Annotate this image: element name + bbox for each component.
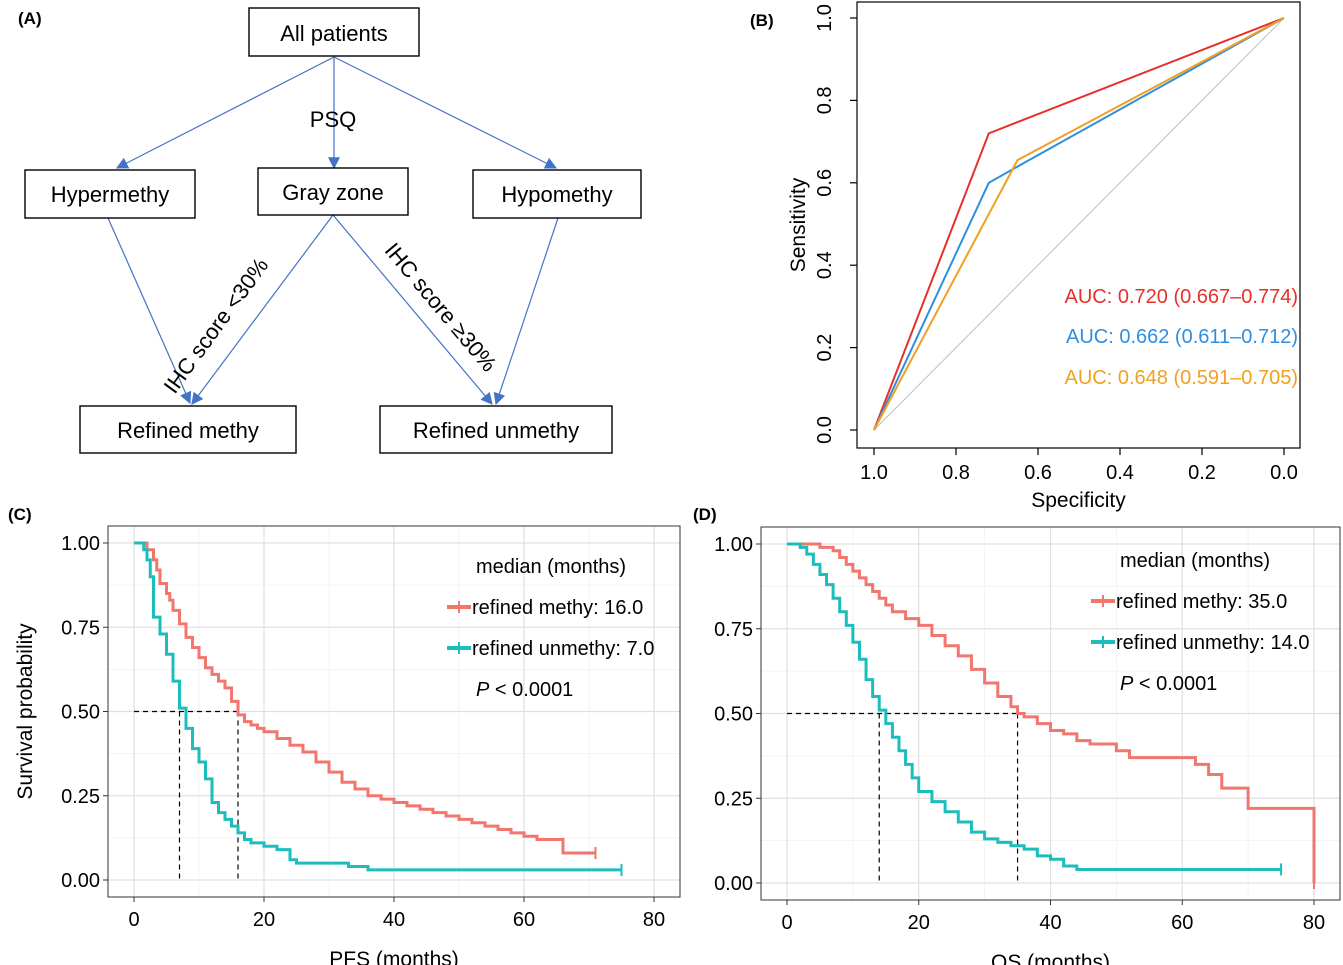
panel-label-d: (D) xyxy=(693,505,717,524)
km-pfs-chart: 0 20 40 60 80 0.00 0.25 0.50 0.75 1.00 median (mon… xyxy=(14,525,681,965)
km-y-axis-title: Survival probability xyxy=(14,623,37,800)
km-y-tick-label: 0.00 xyxy=(61,870,100,892)
box-gray-zone-label: Gray zone xyxy=(282,180,384,205)
roc-x-tick-label: 1.0 xyxy=(860,462,888,484)
km-p-symbol: P xyxy=(1120,673,1134,695)
edge-gray-refined-unmethy xyxy=(332,214,493,405)
roc-y-tick-label: 0.4 xyxy=(814,251,836,279)
km-y-tick-label: 1.00 xyxy=(61,533,100,555)
km-y-tick-label: 0.00 xyxy=(714,873,753,895)
ihc-high-label: IHC score ≥30% xyxy=(380,238,502,377)
edge-hypo-refined-unmethy xyxy=(493,217,559,406)
km-curve-2 xyxy=(134,541,622,872)
psq-label: PSQ xyxy=(310,107,356,132)
km-y-tick-label: 0.75 xyxy=(714,619,753,641)
km-x-axis-title: OS (months) xyxy=(991,951,1110,965)
km-p-value: P < 0.0001 xyxy=(1120,673,1217,695)
roc-auc-label-3: AUC: 0.648 (0.591–0.705) xyxy=(1065,367,1299,389)
box-hypomethy xyxy=(472,169,642,219)
roc-x-tick-label: 0.2 xyxy=(1188,462,1216,484)
panel-label-c: (C) xyxy=(8,505,32,524)
roc-auc-label-2: AUC: 0.662 (0.611–0.712) xyxy=(1066,326,1298,348)
box-hypermethy xyxy=(24,169,196,219)
edge-root-hyper xyxy=(115,56,335,169)
roc-curve-1 xyxy=(873,17,1285,431)
km-legend-title: median (months) xyxy=(1120,550,1270,572)
km-y-tick-label: 0.25 xyxy=(61,786,100,808)
box-all-patients-label: All patients xyxy=(280,21,388,46)
roc-y-tick-label: 0.2 xyxy=(814,334,836,362)
panel-label-a: (A) xyxy=(18,9,42,28)
km-x-tick-label: 60 xyxy=(513,909,535,931)
km-x-tick-label: 60 xyxy=(1171,912,1193,934)
panel-label-b: (B) xyxy=(750,11,774,30)
km-x-tick-label: 0 xyxy=(781,912,792,934)
km-p-symbol: P xyxy=(476,679,490,701)
ihc-low-label: IHC score <30% xyxy=(159,253,274,398)
km-frame xyxy=(107,525,681,898)
roc-frame xyxy=(856,1,1301,449)
km-legend-label: refined methy: 35.0 xyxy=(1116,591,1287,613)
km-legend-label: refined unmethy: 14.0 xyxy=(1116,632,1309,654)
roc-curve-3 xyxy=(873,17,1285,431)
km-curve-2 xyxy=(787,542,1282,871)
km-legend-label: refined methy: 16.0 xyxy=(472,597,643,619)
km-p-text: < 0.0001 xyxy=(489,679,573,701)
edge-root-hypo xyxy=(333,56,558,169)
roc-auc-label-1: AUC: 0.720 (0.667–0.774) xyxy=(1065,286,1299,308)
roc-y-tick-label: 1.0 xyxy=(814,4,836,32)
roc-y-axis-title: Sensitivity xyxy=(787,177,810,272)
roc-x-tick-label: 0.6 xyxy=(1024,462,1052,484)
km-legend-title: median (months) xyxy=(476,556,626,578)
edge-gray-refined-methy xyxy=(191,214,334,405)
box-gray-zone xyxy=(257,167,409,216)
box-refined-methy-label: Refined methy xyxy=(117,418,259,443)
km-x-tick-label: 20 xyxy=(253,909,275,931)
edge-hyper-refined-methy xyxy=(107,217,192,405)
box-refined-unmethy xyxy=(379,405,613,454)
roc-x-tick-label: 0.4 xyxy=(1106,462,1134,484)
box-hypomethy-label: Hypomethy xyxy=(501,182,612,207)
roc-x-tick-label: 0.0 xyxy=(1270,462,1298,484)
km-curve-1 xyxy=(134,541,596,855)
km-x-tick-label: 40 xyxy=(383,909,405,931)
km-x-tick-label: 80 xyxy=(1303,912,1325,934)
km-p-value: P < 0.0001 xyxy=(476,679,573,701)
km-x-tick-label: 0 xyxy=(128,909,139,931)
km-legend-label: refined unmethy: 7.0 xyxy=(472,638,654,660)
km-y-tick-label: 0.75 xyxy=(61,617,100,639)
km-x-tick-label: 40 xyxy=(1039,912,1061,934)
km-x-tick-label: 20 xyxy=(908,912,930,934)
km-y-tick-label: 0.25 xyxy=(714,788,753,810)
km-y-tick-label: 0.50 xyxy=(61,702,100,724)
roc-x-tick-label: 0.8 xyxy=(942,462,970,484)
km-os-chart: 0 20 40 60 80 0.00 0.25 0.50 0.75 1.00 median (mon… xyxy=(714,526,1341,965)
km-y-tick-label: 0.50 xyxy=(714,704,753,726)
roc-chart: 1.0 0.8 0.6 0.4 0.2 0.0 0.0 0.2 0.4 0.6 0.8 1.0 Spe… xyxy=(787,1,1301,512)
box-all-patients xyxy=(248,7,420,57)
km-p-text: < 0.0001 xyxy=(1133,673,1217,695)
flowchart: All patients PSQ Hypermethy Gray zone Hy… xyxy=(24,7,642,454)
km-frame xyxy=(760,526,1341,901)
km-y-tick-label: 1.00 xyxy=(714,534,753,556)
roc-curve-2 xyxy=(873,17,1285,431)
roc-x-axis-title: Specificity xyxy=(1031,489,1126,512)
roc-diagonal xyxy=(873,17,1285,431)
box-refined-methy xyxy=(79,405,297,454)
km-x-tick-label: 80 xyxy=(643,909,665,931)
roc-y-tick-label: 0.6 xyxy=(814,169,836,197)
box-hypermethy-label: Hypermethy xyxy=(51,182,170,207)
km-curve-1 xyxy=(787,542,1316,883)
roc-y-tick-label: 0.0 xyxy=(814,416,836,444)
box-refined-unmethy-label: Refined unmethy xyxy=(413,418,579,443)
km-x-axis-title: PFS (months) xyxy=(329,948,459,965)
roc-y-tick-label: 0.8 xyxy=(814,86,836,114)
